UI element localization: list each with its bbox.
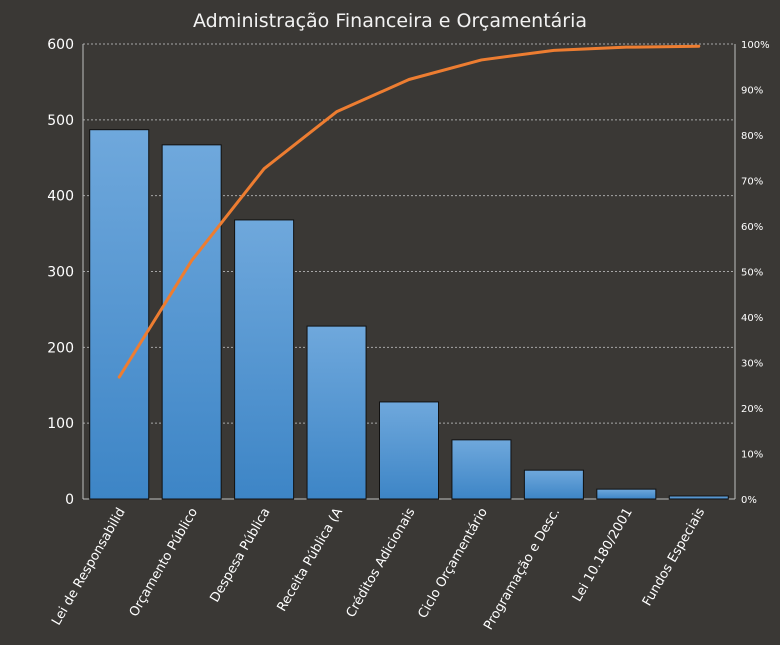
y-right-tick-label: 10% bbox=[741, 450, 763, 461]
bar bbox=[161, 144, 222, 500]
y-right-tick-label: 40% bbox=[741, 313, 763, 324]
y-right-tick-label: 70% bbox=[741, 177, 763, 188]
x-tick-label: Despesa Pública bbox=[207, 506, 273, 606]
y-left-tick-label: 500 bbox=[47, 113, 74, 129]
x-tick-label: Lei 10.180/2001 bbox=[570, 506, 636, 605]
chart-title: Administração Financeira e Orçamentária bbox=[193, 10, 587, 32]
y-right-tick-label: 100% bbox=[741, 40, 770, 51]
x-tick-label: Fundos Especiais bbox=[640, 505, 708, 609]
y-right-tick-label: 30% bbox=[741, 359, 763, 370]
bar bbox=[379, 401, 439, 500]
y-axis-left: 0 100 200 300 400 500 600 bbox=[47, 37, 74, 508]
y-right-tick-label: 20% bbox=[741, 404, 763, 415]
bar bbox=[523, 469, 584, 500]
y-right-tick-label: 50% bbox=[741, 268, 763, 279]
cumulative-line bbox=[117, 44, 701, 379]
x-tick-label: Ciclo Orçamentário bbox=[416, 505, 491, 621]
bar bbox=[596, 488, 657, 500]
y-right-tick-label: 0% bbox=[741, 495, 757, 506]
cumulative-line-series bbox=[117, 44, 701, 379]
bar bbox=[234, 219, 295, 500]
x-tick-label: Programação e Desc. bbox=[481, 506, 563, 633]
bar bbox=[89, 129, 150, 500]
y-left-tick-label: 400 bbox=[47, 189, 74, 205]
bar bbox=[668, 495, 729, 500]
y-axis-right: 0% 10% 20% 30% 40% 50% 60% 70% 80% 90% 100% bbox=[741, 40, 770, 506]
y-left-tick-label: 0 bbox=[65, 492, 74, 508]
y-right-tick-label: 60% bbox=[741, 222, 763, 233]
x-tick-label: Créditos Adicionais bbox=[344, 505, 419, 620]
y-left-tick-label: 100 bbox=[47, 416, 74, 432]
y-left-tick-label: 300 bbox=[47, 265, 74, 281]
x-tick-label: Orçamento Público bbox=[127, 505, 201, 619]
y-left-tick-label: 600 bbox=[47, 37, 74, 53]
bar bbox=[306, 325, 367, 500]
x-tick-label: Lei de Responsabilid bbox=[49, 506, 128, 629]
bar-series bbox=[89, 129, 729, 500]
x-tick-label: Receita Pública (A bbox=[275, 505, 347, 614]
y-left-tick-label: 200 bbox=[47, 340, 74, 356]
bar bbox=[451, 439, 512, 500]
y-right-tick-label: 90% bbox=[741, 86, 763, 97]
y-right-tick-label: 80% bbox=[741, 131, 763, 142]
